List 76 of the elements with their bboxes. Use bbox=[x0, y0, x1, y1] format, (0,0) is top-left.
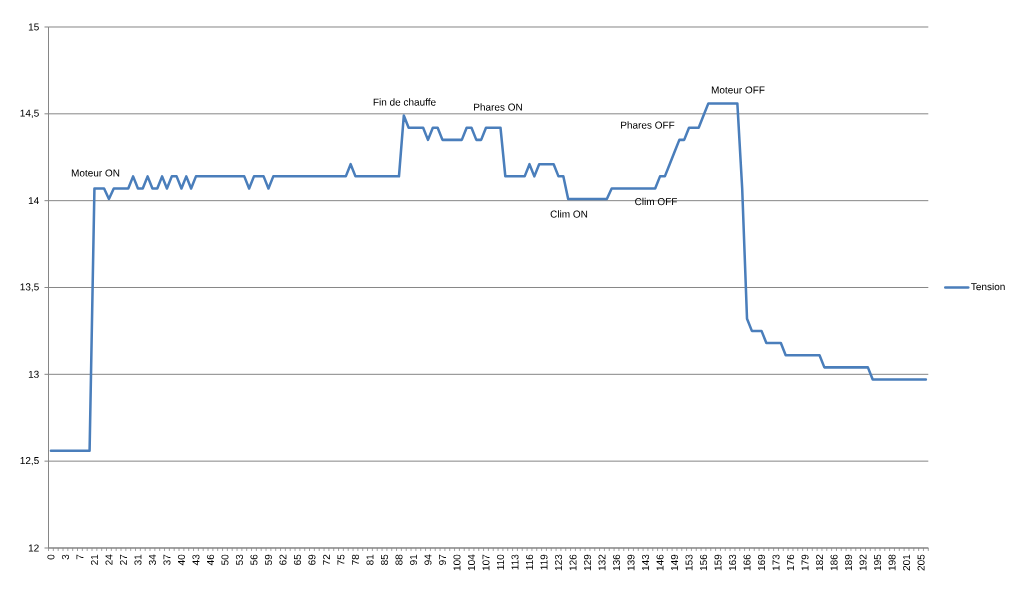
x-tick-label: 21 bbox=[90, 554, 98, 565]
x-tick-label: 113 bbox=[511, 554, 519, 570]
x-tick-label: 123 bbox=[554, 554, 563, 571]
x-tick-label: 37 bbox=[163, 554, 171, 565]
y-tick-label: 12,5 bbox=[20, 457, 39, 466]
x-tick-label: 27 bbox=[119, 554, 127, 565]
x-tick-label: 107 bbox=[482, 554, 490, 571]
x-tick-label: 53 bbox=[235, 554, 243, 565]
y-tick-label: 13,5 bbox=[20, 283, 39, 292]
annotation: Moteur OFF bbox=[711, 86, 765, 94]
annotation: Moteur ON bbox=[71, 169, 120, 177]
x-tick-label: 24 bbox=[105, 554, 113, 565]
x-tick-label: 192 bbox=[859, 554, 867, 571]
y-tick-label: 12 bbox=[28, 544, 39, 552]
y-tick-label: 13 bbox=[28, 370, 39, 378]
y-tick-label: 14 bbox=[28, 197, 39, 205]
x-tick-label: 50 bbox=[221, 554, 229, 565]
x-tick-label: 179 bbox=[801, 554, 809, 571]
x-tick-label: 62 bbox=[279, 554, 287, 565]
x-tick-label: 198 bbox=[888, 554, 896, 571]
annotation: Clim OFF bbox=[635, 197, 677, 206]
x-tick-label: 100 bbox=[453, 554, 461, 571]
x-tick-label: 85 bbox=[380, 554, 389, 565]
x-tick-label: 126 bbox=[569, 554, 577, 571]
x-tick-label: 3 bbox=[61, 554, 69, 560]
x-tick-label: 88 bbox=[395, 554, 403, 565]
y-tick-label: 15 bbox=[28, 23, 39, 31]
x-tick-label: 205 bbox=[917, 554, 925, 571]
x-tick-label: 94 bbox=[424, 554, 432, 565]
x-tick-label: 110 bbox=[496, 554, 505, 570]
annotation: Phares ON bbox=[474, 103, 522, 111]
x-tick-label: 176 bbox=[786, 554, 795, 571]
x-tick-label: 65 bbox=[293, 554, 302, 565]
x-tick-label: 139 bbox=[627, 554, 635, 571]
x-tick-label: 129 bbox=[583, 554, 592, 571]
x-tick-label: 104 bbox=[467, 554, 476, 571]
x-tick-label: 169 bbox=[757, 554, 766, 571]
x-tick-label: 59 bbox=[264, 554, 272, 565]
x-tick-label: 186 bbox=[830, 554, 838, 571]
x-tick-label: 136 bbox=[612, 554, 621, 571]
x-tick-label: 132 bbox=[598, 554, 606, 571]
x-tick-label: 173 bbox=[772, 554, 780, 571]
annotation: Clim ON bbox=[550, 210, 588, 218]
x-tick-label: 69 bbox=[308, 554, 316, 565]
y-tick-label: 14,5 bbox=[20, 109, 39, 118]
x-tick-label: 166 bbox=[743, 554, 751, 571]
x-tick-label: 146 bbox=[656, 554, 664, 571]
x-tick-label: 156 bbox=[699, 554, 708, 571]
annotation: Phares OFF bbox=[621, 121, 675, 129]
x-tick-label: 34 bbox=[148, 554, 156, 565]
x-tick-label: 189 bbox=[845, 554, 853, 571]
x-tick-label: 153 bbox=[685, 554, 693, 571]
x-tick-label: 72 bbox=[322, 554, 330, 565]
x-tick-label: 31 bbox=[134, 554, 142, 565]
x-tick-label: 159 bbox=[714, 554, 722, 571]
legend-label: Tension bbox=[971, 282, 1005, 291]
x-tick-label: 0 bbox=[47, 554, 55, 560]
x-tick-label: 78 bbox=[351, 554, 360, 565]
x-tick-label: 81 bbox=[366, 554, 374, 565]
x-tick-label: 149 bbox=[670, 554, 679, 571]
x-tick-label: 40 bbox=[177, 554, 185, 566]
x-tick-label: 116 bbox=[525, 554, 534, 570]
x-tick-label: 182 bbox=[815, 554, 824, 571]
x-tick-label: 97 bbox=[438, 554, 447, 565]
x-tick-label: 7 bbox=[76, 554, 84, 560]
x-tick-label: 91 bbox=[409, 554, 418, 565]
x-tick-label: 143 bbox=[641, 554, 650, 571]
x-tick-label: 46 bbox=[206, 554, 214, 566]
x-tick-label: 119 bbox=[540, 554, 548, 570]
x-tick-label: 201 bbox=[903, 554, 911, 571]
x-tick-label: 195 bbox=[874, 554, 882, 571]
x-tick-label: 75 bbox=[337, 554, 345, 565]
x-tick-label: 43 bbox=[192, 554, 200, 566]
x-tick-label: 163 bbox=[728, 554, 737, 571]
x-tick-label: 56 bbox=[250, 554, 258, 565]
annotation: Fin de chauffe bbox=[373, 98, 436, 106]
